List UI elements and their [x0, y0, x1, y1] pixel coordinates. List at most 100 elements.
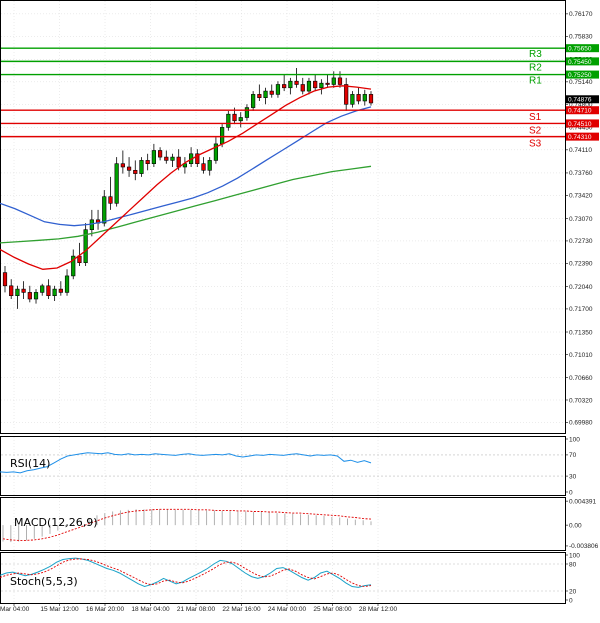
- candle-body: [337, 77, 343, 85]
- candle-body: [157, 150, 163, 158]
- x-tick-label: 15 Mar 12:00: [40, 606, 79, 613]
- macd-tick-label: 0.00: [569, 522, 582, 529]
- candle-body: [71, 255, 76, 277]
- pane-frame-main: [0, 0, 566, 434]
- candle-body: [176, 156, 181, 168]
- candle-body: [244, 107, 250, 118]
- level-tag-label: 0.75650: [568, 46, 592, 53]
- y-tick-label: 0.72390: [569, 261, 593, 268]
- level-name-r2: R2: [529, 62, 542, 73]
- candle-body: [331, 77, 336, 85]
- candle-body: [145, 160, 150, 164]
- level-tag-label: 0.74710: [568, 108, 592, 115]
- candle-body: [263, 90, 268, 98]
- candle-body: [46, 285, 51, 297]
- candle-body: [15, 288, 20, 297]
- stoch-tick-label: 20: [569, 588, 577, 595]
- candle-body: [102, 196, 107, 224]
- candle-body: [313, 80, 318, 89]
- x-tick-label: 16 Mar 20:00: [86, 606, 125, 613]
- y-tick-label: 0.70660: [569, 375, 593, 382]
- stoch-title: Stoch(5,5,3): [10, 575, 78, 588]
- candle-body: [356, 94, 361, 102]
- level-tag-label: 0.74510: [568, 121, 592, 128]
- pane-frame-macd: [0, 497, 566, 551]
- candle-body: [164, 156, 169, 161]
- candle-body: [257, 94, 262, 98]
- y-tick-label: 0.75140: [569, 79, 593, 86]
- y-tick-label: 0.71350: [569, 329, 593, 336]
- macd-title: MACD(12,26,9): [14, 516, 98, 529]
- current-price-label: 0.74876: [568, 97, 592, 104]
- candle-body: [213, 143, 219, 161]
- ma-slow-line: [0, 165, 372, 244]
- candle-body: [108, 196, 113, 204]
- pane-frame-stoch: [0, 552, 566, 604]
- level-tag-r1: [566, 70, 599, 79]
- level-tag-label: 0.74310: [568, 134, 592, 141]
- candle-body: [350, 94, 355, 105]
- candle-body: [2, 272, 8, 287]
- current-price-tag: [566, 95, 599, 104]
- y-tick-label: 0.75830: [569, 34, 593, 41]
- level-tag-s1: [566, 106, 599, 115]
- x-tick-label: 21 Mar 08:00: [177, 606, 216, 613]
- candle-body: [269, 90, 274, 95]
- x-tick-label: 25 Mar 08:00: [313, 606, 352, 613]
- y-tick-label: 0.73070: [569, 216, 593, 223]
- candle-body: [133, 169, 138, 174]
- candle-body: [288, 80, 293, 89]
- candle-body: [238, 117, 243, 122]
- macd-tick-label: -0.003806: [569, 543, 599, 550]
- level-name-s2: S2: [529, 125, 542, 136]
- candle-body: [201, 163, 206, 171]
- candle-body: [232, 113, 237, 122]
- candle-body: [195, 153, 200, 164]
- level-tag-s3: [566, 132, 599, 141]
- stoch-tick-label: 80: [569, 561, 577, 568]
- candle-body: [207, 160, 212, 171]
- candle-body: [182, 163, 187, 168]
- y-tick-label: 0.74800: [569, 102, 593, 109]
- rsi-title: RSI(14): [10, 457, 50, 470]
- stoch-tick-label: 100: [569, 552, 580, 559]
- macd-tick-label: 0.004391: [569, 498, 596, 505]
- level-name-r1: R1: [529, 76, 542, 87]
- candle-body: [294, 80, 299, 85]
- level-tag-r3: [566, 44, 599, 53]
- rsi-tick-label: 0: [569, 489, 573, 496]
- candle-body: [300, 84, 305, 92]
- candle-body: [64, 275, 70, 293]
- stoch-main-line: [0, 557, 372, 588]
- candle-body: [319, 82, 324, 89]
- level-name-s1: S1: [529, 112, 542, 123]
- candle-body: [325, 82, 330, 85]
- y-tick-label: 0.76170: [569, 11, 593, 18]
- y-tick-label: 0.73420: [569, 193, 593, 200]
- candle-body: [282, 84, 287, 89]
- x-tick-label: 28 Mar 12:00: [359, 606, 398, 613]
- candle-body: [21, 288, 26, 293]
- y-tick-label: 0.74110: [569, 147, 592, 154]
- x-tick-label: Mar 04:00: [0, 606, 30, 613]
- candle-body: [114, 163, 119, 204]
- level-name-s3: S3: [529, 139, 542, 150]
- candle-body: [27, 292, 32, 300]
- candle-body: [83, 229, 88, 264]
- rsi-line: [0, 452, 372, 474]
- candle-body: [362, 94, 367, 102]
- candle-body: [40, 285, 45, 293]
- level-tag-label: 0.75450: [568, 59, 592, 66]
- level-name-r3: R3: [529, 49, 542, 60]
- candle-body: [151, 150, 156, 164]
- ma-fast-line: [0, 85, 372, 270]
- y-tick-label: 0.71700: [569, 306, 593, 313]
- pane-frame-rsi: [0, 436, 566, 496]
- y-tick-label: 0.71010: [569, 352, 593, 359]
- candle-body: [126, 166, 132, 171]
- candle-body: [170, 156, 175, 161]
- candle-body: [220, 127, 225, 145]
- x-tick-label: 22 Mar 16:00: [222, 606, 261, 613]
- rsi-tick-label: 100: [569, 436, 580, 443]
- ma-mid-line: [0, 106, 372, 227]
